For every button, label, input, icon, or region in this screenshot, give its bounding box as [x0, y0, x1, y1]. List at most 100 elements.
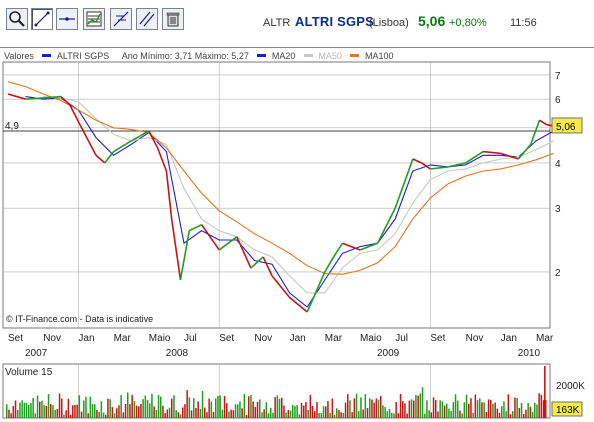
volume-bar — [129, 404, 131, 418]
volume-bar — [248, 396, 250, 418]
volume-bar — [292, 405, 294, 418]
volume-bar — [261, 412, 263, 418]
volume-bar — [501, 406, 503, 418]
volume-bar — [193, 398, 195, 418]
parallel-lines-tool-button[interactable] — [136, 8, 158, 30]
volume-bar — [474, 394, 477, 418]
chart-legend: Valores ALTRI SGPS Ano Mínimo: 3,71 Máxi… — [4, 50, 393, 62]
volume-bar — [375, 398, 378, 418]
volume-bar — [226, 403, 228, 418]
volume-bar — [358, 411, 360, 418]
price-segment — [447, 162, 466, 168]
volume-bar — [21, 400, 23, 418]
volume-bar — [25, 402, 28, 418]
x-tick-label: Nov — [466, 333, 484, 344]
volume-bar — [527, 403, 529, 418]
volume-bar — [63, 414, 65, 418]
trendline-icon — [34, 11, 50, 27]
volume-bar — [245, 414, 248, 418]
price-segment — [170, 218, 182, 281]
y-tick-label: 4 — [555, 159, 561, 170]
price-segment — [289, 296, 308, 313]
volume-bar — [228, 411, 230, 418]
indicators-tool-button[interactable] — [83, 8, 105, 30]
volume-bar — [435, 400, 437, 418]
x-tick-label: Mar — [536, 333, 554, 344]
volume-bar — [52, 405, 54, 418]
price-segment — [130, 130, 150, 142]
price-segment — [500, 152, 519, 160]
y-tick-label: 6 — [555, 95, 561, 106]
ma50-label[interactable]: MA50 — [318, 50, 342, 61]
volume-bar — [360, 397, 362, 418]
volume-label: Volume 15 — [5, 367, 53, 378]
x-tick-label: Nov — [254, 333, 272, 344]
price-segment — [113, 140, 132, 153]
volume-bar — [336, 408, 338, 418]
volume-bar — [347, 394, 349, 418]
volume-bar — [353, 398, 356, 418]
volume-bar — [443, 405, 446, 418]
fibonacci-tool-button[interactable] — [110, 8, 132, 30]
volume-bar — [309, 395, 312, 418]
volume-bar — [457, 400, 459, 418]
volume-bar — [355, 393, 358, 418]
x-tick-label: Maio — [149, 333, 171, 344]
delete-drawings-button[interactable] — [162, 8, 184, 30]
ma20-label[interactable]: MA20 — [271, 50, 296, 61]
volume-bar — [496, 408, 499, 418]
volume-bar — [94, 404, 96, 418]
volume-bar — [281, 397, 283, 418]
volume-bar — [531, 411, 534, 418]
volume-bar — [230, 409, 232, 418]
price-segment — [546, 123, 554, 127]
volume-bar — [199, 408, 202, 418]
volume-bar — [369, 398, 371, 418]
volume-bar — [78, 395, 81, 418]
ma100-line — [7, 81, 554, 275]
volume-bar — [305, 401, 307, 418]
volume-bar — [219, 395, 221, 418]
volume-bar — [61, 398, 63, 418]
volume-bar — [6, 404, 8, 418]
ma50-line — [43, 96, 554, 294]
volume-bar — [162, 405, 164, 418]
volume-bar — [468, 403, 470, 418]
volume-bar — [267, 413, 270, 418]
volume-bar — [76, 404, 78, 418]
volume-bar — [85, 396, 87, 418]
ma100-label[interactable]: MA100 — [364, 50, 394, 61]
volume-bar — [173, 395, 175, 418]
volume-bar — [32, 397, 34, 418]
volume-bar — [69, 414, 72, 418]
horizontal-line-tool-button[interactable] — [56, 8, 78, 30]
volume-bar — [344, 402, 347, 418]
volume-bar — [83, 400, 85, 418]
volume-bar — [142, 399, 144, 418]
volume-bar — [479, 398, 481, 418]
volume-bar — [234, 404, 237, 418]
volume-bar — [340, 412, 342, 418]
price-segment — [218, 236, 238, 251]
price-segment — [342, 242, 361, 251]
volume-bar — [212, 411, 215, 418]
volume-bar — [17, 409, 19, 418]
price-segment — [262, 256, 273, 277]
volume-bar — [472, 412, 474, 418]
trendline-tool-button[interactable] — [31, 8, 53, 30]
zoom-tool-button[interactable] — [6, 8, 28, 30]
volume-bar — [221, 409, 224, 418]
volume-bar — [177, 412, 180, 418]
volume-bar — [512, 411, 514, 418]
volume-bar — [201, 390, 204, 418]
volume-bar — [208, 398, 210, 418]
volume-bar — [397, 413, 400, 418]
price-segment — [200, 224, 220, 251]
price-segment — [43, 95, 61, 99]
volume-bar — [122, 412, 125, 418]
volume-bar — [243, 393, 246, 418]
year-label: 2009 — [377, 348, 400, 359]
x-tick-label: Nov — [43, 333, 61, 344]
volume-bar — [432, 397, 435, 418]
